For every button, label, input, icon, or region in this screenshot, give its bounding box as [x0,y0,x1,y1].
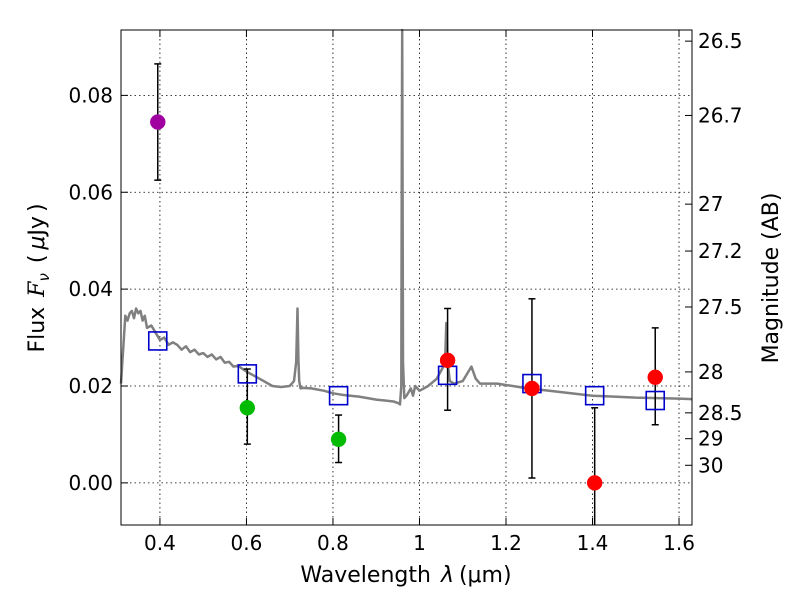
x-axis-label: Wavelength λ (μm) [300,563,511,588]
magnitude-tick-label: 28.5 [698,401,743,425]
grid-lines [121,30,692,525]
model-photometry-square [645,390,666,411]
sed-model-line [119,28,693,406]
observed-photometry-point [524,380,540,397]
magnitude-tick-label: 26.7 [698,103,743,127]
right-axis-label: Magnitude (AB) [759,193,784,364]
y-tick-label: 0.04 [68,277,113,301]
observed-photometry-point [439,352,456,369]
magnitude-tick-label: 27 [698,192,723,216]
magnitude-tick-label: 27.2 [698,239,743,263]
plot-background [121,30,692,525]
observed-photometry-point [647,369,663,386]
x-tick-label: 1.6 [663,531,695,555]
x-tick-label: 1.4 [577,531,609,555]
magnitude-tick-label: 30 [698,453,723,477]
x-tick-label: 1.2 [490,531,522,555]
observed-photometry-series [150,114,663,491]
magnitude-tick-label: 26.5 [698,29,743,53]
x-tick-label: 0.6 [231,531,263,555]
y-tick-label: 0.00 [68,471,113,495]
y-tick-label: 0.08 [68,83,113,107]
x-tick-label: 0.4 [144,531,176,555]
y-tick-label: 0.06 [68,180,113,204]
model-photometry-square [237,364,258,384]
magnitude-tick-label: 27.5 [698,295,743,319]
observed-photometry-point [586,475,603,491]
model-photometry-square [328,385,349,406]
y-tick-label: 0.02 [68,374,113,398]
plot-frame [120,29,693,526]
axis-ticks: 0.4 0.6 0.8 1 1.2 1.4 1.6 0.00 0.02 0.04 0.06 0.08 2… [68,29,742,555]
sed-model-series [119,28,693,406]
x-tick-label: 0.8 [317,531,349,555]
magnitude-tick-label: 28 [698,360,723,384]
observed-photometry-point [150,114,166,130]
model-photometry-square [584,385,605,406]
magnitude-tick-label: 29 [698,427,723,451]
model-photometry-square [147,331,168,351]
x-tick-label: 1 [413,531,426,555]
observed-photometry-point [239,400,256,416]
observed-photometry-point [330,431,347,448]
y-axis-label: FluxFν(μJy) [25,203,53,352]
